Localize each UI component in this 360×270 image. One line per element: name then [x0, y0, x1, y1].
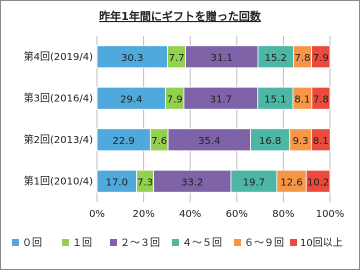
- data-label: 16.8: [259, 136, 281, 147]
- data-label: 17.0: [106, 177, 128, 188]
- legend-swatch: [172, 239, 179, 246]
- data-label: 12.6: [280, 177, 302, 188]
- legend-label: ６～９回: [244, 237, 284, 249]
- legend-label: ０回: [22, 237, 42, 249]
- bar-segment: [305, 169, 331, 193]
- data-label: 7.3: [137, 177, 153, 188]
- data-label: 7.9: [167, 94, 183, 105]
- legend-label: ２～３回: [120, 237, 160, 249]
- data-label: 31.1: [211, 53, 233, 64]
- legend-label: ４～５回: [182, 237, 222, 249]
- data-label: 22.9: [113, 136, 135, 147]
- data-label: 19.7: [243, 177, 265, 188]
- data-label: 7.8: [313, 94, 329, 105]
- legend-swatch: [62, 239, 69, 246]
- legend-label: １回: [72, 237, 92, 249]
- x-tick-label: 80%: [272, 209, 294, 220]
- data-label: 9.3: [293, 136, 309, 147]
- y-tick-label: 第1回(2010/4): [24, 174, 93, 187]
- data-label: 35.4: [198, 136, 220, 147]
- y-tick-label: 第4回(2019/4): [24, 50, 93, 63]
- data-label: 7.9: [313, 53, 329, 64]
- data-label: 10.2: [307, 177, 329, 188]
- x-tick-label: 100%: [316, 209, 345, 220]
- data-label: 8.1: [294, 94, 310, 105]
- data-label: 29.4: [120, 94, 142, 105]
- bar-segment: [311, 86, 331, 110]
- x-tick-label: 0%: [89, 209, 105, 220]
- x-tick-label: 40%: [179, 209, 201, 220]
- legend-swatch: [234, 239, 241, 246]
- data-label: 15.2: [265, 53, 287, 64]
- data-label: 30.3: [121, 53, 143, 64]
- legend-swatch: [12, 239, 19, 246]
- x-tick-label: 20%: [132, 209, 154, 220]
- data-label: 7.7: [169, 53, 185, 64]
- data-label: 33.2: [181, 177, 203, 188]
- bar-segment: [311, 45, 331, 69]
- x-tick-label: 60%: [226, 209, 248, 220]
- legend-swatch: [110, 239, 117, 246]
- y-tick-label: 第3回(2016/4): [24, 91, 93, 104]
- data-label: 7.8: [295, 53, 311, 64]
- data-label: 31.7: [210, 94, 232, 105]
- data-label: 15.1: [264, 94, 286, 105]
- legend-swatch: [290, 239, 297, 246]
- chart-title: 昨年1年間にギフトを贈った回数: [99, 9, 262, 23]
- data-label: 7.6: [151, 136, 167, 147]
- y-tick-label: 第2回(2013/4): [24, 133, 93, 146]
- bar-segment: [310, 128, 331, 152]
- data-label: 8.1: [313, 136, 329, 147]
- legend-label: 10回以上: [300, 237, 343, 249]
